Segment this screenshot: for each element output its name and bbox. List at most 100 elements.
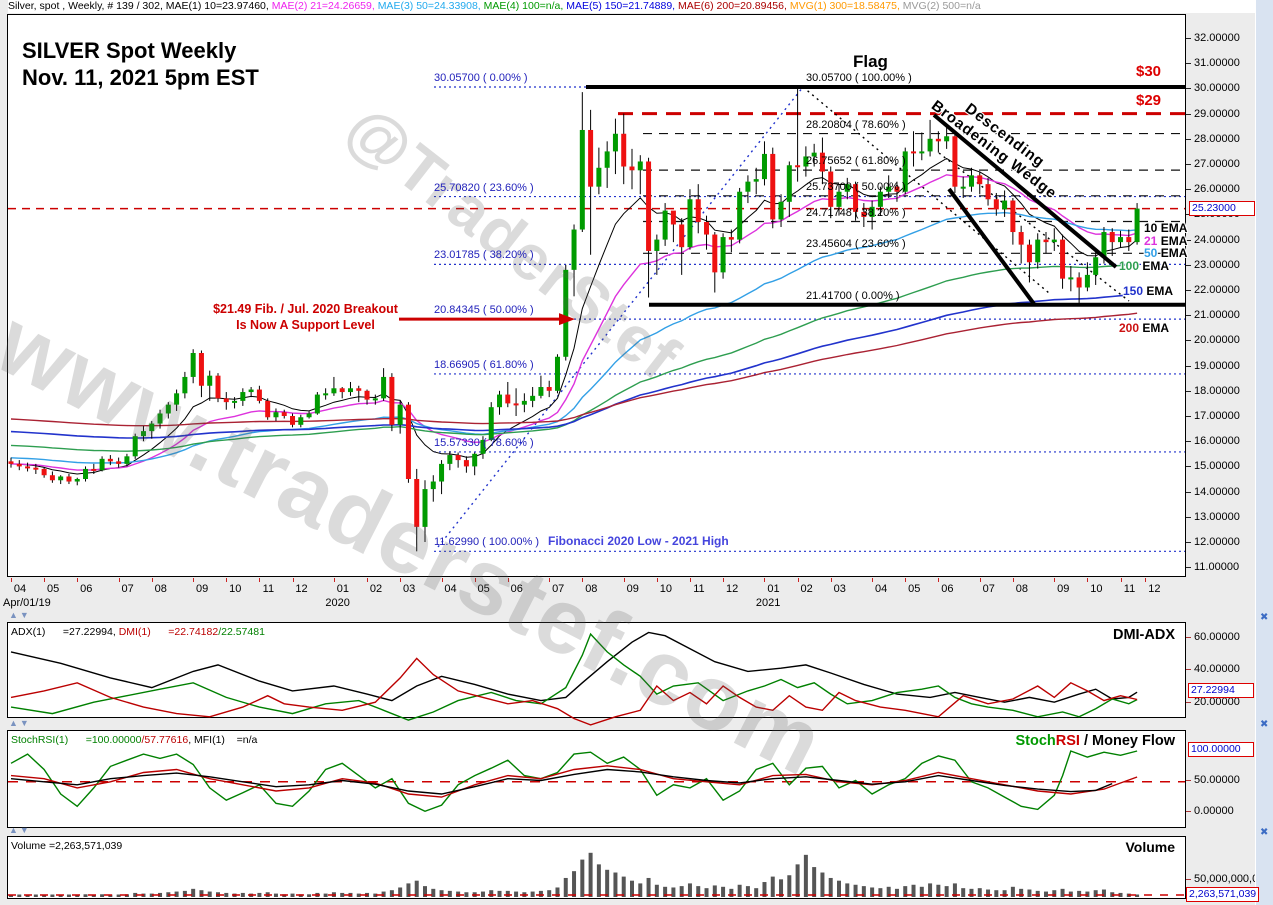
main-price-chart[interactable]: @TraderStef www.traderstef.com SILVER Sp…	[0, 14, 1188, 796]
stoch-header-segment: /57.77616	[141, 734, 189, 746]
month-tick	[1012, 578, 1014, 582]
month-tick	[193, 578, 195, 582]
indicator-value-box: 100.00000	[1188, 742, 1254, 757]
month-label: 01	[336, 583, 350, 595]
indicator-axis-tick	[1186, 701, 1191, 703]
close-dmi-panel-button[interactable]: ✖	[1260, 612, 1269, 623]
price-axis-tick	[1186, 113, 1191, 115]
ema-tag-suffix: EMA	[1157, 234, 1188, 248]
stoch-title-part: Stoch	[1015, 733, 1056, 749]
month-label: 06	[510, 583, 523, 595]
indicator-axis-label: 60.00000	[1194, 630, 1240, 643]
month-label: 06	[80, 583, 93, 595]
flag-fib-label: 21.41700 ( 0.00% )	[806, 289, 900, 302]
price-axis-tick	[1186, 38, 1191, 39]
month-label: 10	[1090, 583, 1103, 595]
ema-tag-150: 150 EMA	[1123, 284, 1173, 298]
indicator-axis-label: 20.00000	[1194, 695, 1240, 708]
dmi-adx-title: DMI-ADX	[1112, 627, 1175, 643]
month-label: 04	[444, 583, 457, 595]
candlestick-plot	[8, 84, 1185, 552]
indicator-axis-label: 0.00000	[1194, 804, 1234, 817]
price-axis-tick-label: 27.00000	[1194, 158, 1240, 170]
month-tick	[441, 578, 443, 582]
status-bar-segment: MAE(2) 21=24.26659,	[271, 0, 378, 12]
volume-axis[interactable]: 50,000,000,00025,000,000,0002,263,571,03…	[1186, 836, 1273, 902]
month-label: 09	[626, 583, 639, 595]
price-axis-tick	[1186, 164, 1191, 165]
price-axis-tick	[1186, 491, 1191, 493]
month-label: 07	[982, 583, 995, 595]
year-label: 2021	[755, 597, 781, 609]
panel-resize-arrows-dmi[interactable]: ▲▼	[9, 610, 31, 620]
month-label: 09	[1057, 583, 1070, 595]
indicator-axis-tick	[1186, 810, 1191, 812]
price-axis-tick	[1186, 416, 1191, 417]
ema-tag-number: 200	[1119, 321, 1140, 335]
stochrsi-axis[interactable]: 50.00000 0.00000 100.00000	[1186, 730, 1255, 828]
chart-title: SILVER Spot Weekly Nov. 11, 2021 5pm EST	[22, 37, 259, 91]
month-label: 04	[13, 583, 27, 595]
month-label: 11	[262, 583, 275, 595]
month-label: 06	[941, 583, 954, 595]
indicator-axis-tick	[1186, 878, 1191, 880]
status-bar: Silver, spot , Weekly, # 139 / 302, MAE(…	[8, 0, 1255, 13]
month-label: 03	[403, 583, 416, 595]
volume-panel[interactable]: Volume =2,263,571,039 Volume	[7, 836, 1186, 899]
month-tick	[226, 578, 228, 582]
panel-resize-arrows-stoch[interactable]: ▲▼	[9, 718, 31, 728]
price-axis-tick-label: 24.00000	[1194, 233, 1240, 246]
month-label: 07	[552, 583, 565, 595]
dmi-header-segment: /22.57481	[218, 626, 265, 638]
month-tick	[797, 578, 799, 582]
status-bar-segment: MAE(4) 100=n/a,	[483, 0, 567, 12]
price-axis[interactable]: 32.00000 31.00000 30.00000 29.00000 28.00000…	[1186, 14, 1255, 577]
close-stoch-panel-button[interactable]: ✖	[1260, 719, 1269, 730]
status-bar-segment: MAE(3) 50=24.33908,	[377, 0, 484, 12]
ema-tag-50: 50 EMA	[1144, 246, 1187, 260]
month-tick	[764, 578, 766, 582]
month-label: 04	[874, 583, 888, 595]
price-axis-tick-label: 21.00000	[1194, 309, 1240, 322]
price-axis-tick	[1186, 441, 1191, 443]
dmi-adx-panel[interactable]: ADX(1) =27.22994, DMI(1) =22.74182/22.57…	[7, 622, 1186, 726]
fib-retracement-label: 15.57330 ( 78.60% )	[434, 436, 534, 449]
price-axis-tick-label: 32.00000	[1194, 32, 1240, 44]
stoch-title-part: / Money Flow	[1079, 733, 1175, 749]
close-volume-panel-button[interactable]: ✖	[1260, 827, 1269, 838]
stoch-header-segment: , MFI(1) =n/a	[188, 734, 258, 746]
month-tick	[656, 578, 658, 582]
ema-tag-number: 50	[1144, 246, 1158, 260]
month-tick	[292, 578, 294, 582]
month-label: 11	[693, 583, 705, 595]
fib-retracement-label: 25.70820 ( 23.60% )	[434, 181, 534, 194]
indicator-axis-label: 50,000,000,000	[1194, 872, 1271, 885]
ema-tag-suffix: EMA	[1139, 321, 1170, 335]
indicator-axis-label: 40.00000	[1194, 663, 1240, 676]
volume-plot	[8, 852, 1185, 897]
ema-tag-number: 10	[1144, 221, 1158, 235]
panel-resize-arrows-volume[interactable]: ▲▼	[9, 825, 31, 835]
price-axis-tick	[1186, 214, 1191, 216]
time-axis[interactable]: 04 05 06 07 08 09 10 11 12 01 02 03 04 05 06 07 08 09 10 11…	[3, 577, 1255, 611]
price-axis-tick	[1186, 516, 1191, 518]
dmi-adx-axis[interactable]: 60.00000 40.00000 20.00000 27.22994	[1186, 622, 1255, 718]
current-price-box: 25.23000	[1189, 200, 1255, 216]
indicator-axis-tick	[1186, 669, 1191, 671]
stochrsi-header: StochRSI(1) =100.00000/57.77616, MFI(1) …	[11, 734, 257, 746]
month-tick	[507, 578, 509, 582]
month-tick	[582, 578, 584, 582]
ema-tag-200: 200 EMA	[1119, 321, 1169, 335]
month-label: 10	[229, 583, 242, 595]
fib-retracement-label: 20.84345 ( 50.00% )	[434, 304, 534, 317]
status-bar-segment: MVG(1) 300=18.58475,	[789, 0, 903, 12]
right-scrollbar-gutter[interactable]: ✖ ✖ ✖	[1255, 0, 1273, 905]
month-label: 12	[725, 583, 739, 595]
stochrsi-panel[interactable]: StochRSI(1) =100.00000/57.77616, MFI(1) …	[7, 730, 1186, 828]
price-axis-tick-label: 29.00000	[1194, 107, 1240, 120]
ema-tag-suffix: EMA	[1157, 246, 1188, 260]
month-tick	[623, 578, 625, 582]
price-target-30-label: $30	[1136, 63, 1162, 80]
chart-title-line2: Nov. 11, 2021 5pm EST	[22, 65, 259, 90]
month-tick	[474, 578, 476, 582]
